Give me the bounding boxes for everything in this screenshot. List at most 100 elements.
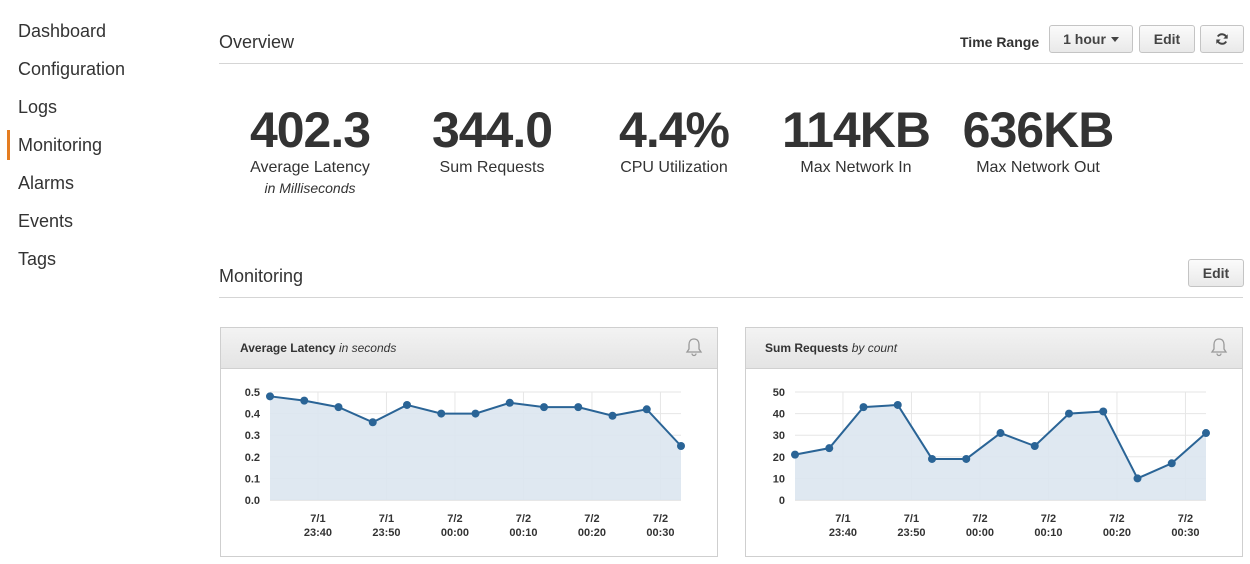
sidebar-item-dashboard[interactable]: Dashboard — [18, 21, 107, 41]
y-tick-label: 0.2 — [245, 452, 260, 464]
panel-header: Average Latency in seconds — [221, 328, 717, 369]
stat-value: 402.3 — [249, 102, 371, 158]
y-tick-label: 0 — [779, 495, 785, 507]
x-tick-label: 00:10 — [509, 527, 537, 539]
panel-title: Average Latency in seconds — [240, 341, 396, 355]
stat-label: Average Latency — [250, 159, 370, 176]
y-tick-label: 0.5 — [245, 387, 260, 399]
bell-icon[interactable] — [1210, 337, 1228, 357]
panel-title-main: Sum Requests — [765, 341, 849, 355]
data-point — [505, 398, 514, 407]
overview-title: Overview — [219, 32, 295, 52]
data-point — [677, 442, 685, 450]
data-point — [825, 444, 834, 453]
x-tick-label: 7/2 — [972, 513, 987, 525]
data-point — [1065, 409, 1073, 418]
x-tick-label: 00:00 — [966, 527, 994, 539]
overview-edit-button[interactable]: Edit — [1139, 25, 1195, 53]
stat-value: 4.4% — [619, 102, 730, 158]
sidebar-item-tags[interactable]: Tags — [18, 249, 57, 269]
data-point — [437, 409, 446, 418]
data-point — [266, 392, 274, 401]
y-tick-label: 10 — [773, 473, 785, 485]
panel-title-unit: in seconds — [338, 341, 397, 355]
x-tick-label: 00:30 — [646, 527, 674, 539]
stat-average-latency: 402.3 Average Latency in Milliseconds — [220, 102, 400, 198]
panel-header: Sum Requests by count — [746, 328, 1242, 369]
data-point — [368, 418, 377, 427]
stat-value: 636KB — [962, 102, 1115, 158]
y-tick-label: 0.3 — [245, 430, 260, 442]
x-tick-label: 7/2 — [1109, 513, 1124, 525]
x-tick-label: 23:40 — [304, 527, 332, 539]
time-range-label: Time Range — [960, 34, 1040, 50]
data-point — [574, 403, 583, 412]
sidebar-item-alarms[interactable]: Alarms — [18, 173, 75, 193]
active-indicator — [7, 130, 10, 160]
sidebar-item-logs[interactable]: Logs — [18, 97, 58, 117]
y-tick-label: 0.1 — [245, 473, 260, 485]
caret-down-icon — [1110, 36, 1119, 42]
monitoring-header: Monitoring — [219, 263, 1243, 298]
data-point — [471, 409, 480, 418]
monitoring-title: Monitoring — [219, 266, 304, 286]
sidebar-item-monitoring[interactable]: Monitoring — [18, 135, 103, 155]
y-tick-label: 0.4 — [245, 409, 261, 421]
refresh-icon — [1216, 33, 1228, 45]
overview-header: Overview — [219, 29, 1243, 64]
x-tick-label: 7/2 — [653, 513, 668, 525]
refresh-button[interactable] — [1200, 25, 1244, 53]
monitoring-edit-button[interactable]: Edit — [1188, 259, 1244, 287]
panel-title-unit: by count — [851, 341, 898, 355]
data-point — [1133, 474, 1142, 483]
data-point — [1202, 429, 1210, 438]
data-point — [996, 429, 1005, 438]
stat-label: Max Network In — [800, 159, 912, 176]
y-tick-label: 40 — [773, 409, 785, 421]
x-tick-label: 7/2 — [1041, 513, 1056, 525]
data-point — [403, 400, 411, 409]
sum-requests-chart: 0 10 20 30 40 50 7/1 23:40 7/1 23:50 7/2 00:00 7/2 00… — [773, 387, 1210, 539]
x-tick-label: 7/1 — [835, 513, 850, 525]
stat-max-network-out: 636KB Max Network Out — [948, 102, 1128, 178]
x-tick-label: 23:50 — [372, 527, 400, 539]
y-tick-label: 0.0 — [245, 495, 260, 507]
sidebar-item-configuration[interactable]: Configuration — [18, 59, 126, 79]
data-point — [540, 403, 548, 412]
stat-label: Max Network Out — [976, 159, 1100, 176]
data-point — [859, 403, 868, 412]
x-tick-label: 7/1 — [310, 513, 325, 525]
stat-label: CPU Utilization — [620, 159, 728, 176]
panel-title: Sum Requests by count — [765, 341, 897, 355]
stat-max-network-in: 114KB Max Network In — [766, 102, 946, 178]
x-tick-label: 23:50 — [897, 527, 925, 539]
data-point — [1167, 459, 1176, 468]
bell-icon[interactable] — [685, 337, 703, 357]
stat-sub: in Milliseconds — [264, 180, 356, 196]
x-tick-label: 00:00 — [441, 527, 469, 539]
overview-edit-label: Edit — [1153, 31, 1181, 47]
data-point — [300, 396, 309, 405]
data-point — [334, 403, 343, 412]
data-point — [893, 400, 902, 409]
data-point — [1099, 407, 1108, 416]
data-point — [962, 454, 971, 463]
stat-cpu-utilization: 4.4% CPU Utilization — [584, 102, 764, 178]
x-tick-label: 00:20 — [1103, 527, 1131, 539]
average-latency-chart: 0.0 0.1 0.2 0.3 0.4 0.5 7/1 23:40 7/1 23:50 7/2 00:… — [245, 387, 685, 539]
x-tick-label: 7/2 — [516, 513, 531, 525]
y-tick-label: 30 — [773, 430, 785, 442]
x-tick-label: 00:30 — [1171, 527, 1199, 539]
stat-value: 344.0 — [431, 102, 553, 158]
y-tick-label: 50 — [773, 387, 785, 399]
time-range-dropdown[interactable]: 1 hour — [1049, 25, 1133, 53]
data-point — [928, 454, 936, 463]
x-tick-label: 7/1 — [904, 513, 919, 525]
series-area — [795, 404, 1206, 500]
chart-panel-sum-requests: Sum Requests by count 0 10 20 30 40 50 7/1 23:4… — [745, 327, 1243, 557]
x-tick-label: 7/1 — [379, 513, 394, 525]
sidebar-item-events[interactable]: Events — [18, 211, 74, 231]
y-tick-label: 20 — [773, 452, 785, 464]
x-tick-label: 00:20 — [578, 527, 606, 539]
stat-label: Sum Requests — [439, 159, 545, 176]
